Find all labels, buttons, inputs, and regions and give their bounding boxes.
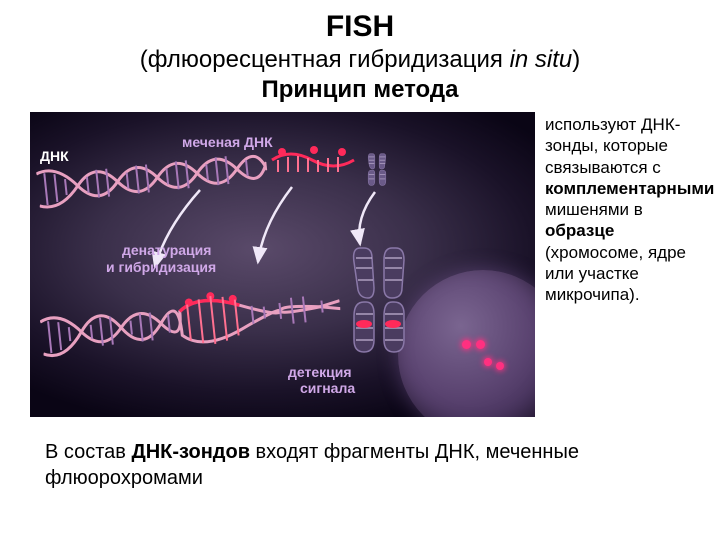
chromosome-large [346, 244, 412, 356]
signal-dot [484, 358, 492, 366]
signal-dot [476, 340, 485, 349]
desc-p1a: используют ДНК-зонды, которые связываютс… [545, 115, 680, 177]
desc-p1e: (хромосоме, ядре или участке микрочипа). [545, 243, 686, 305]
subtitle-part1: (флюоресцентная гибридизация [140, 46, 510, 73]
content-row: ДНК меченая ДНК денатурация и гибридизац… [0, 112, 720, 417]
page-subtitle2: Принцип метода [0, 76, 720, 104]
subtitle-italic: in situ [510, 46, 573, 73]
labeled-probe [268, 142, 358, 184]
label-denature: денатурация [122, 242, 211, 258]
label-labeled-dna: меченая ДНК [182, 134, 273, 150]
fish-diagram: ДНК меченая ДНК денатурация и гибридизац… [30, 112, 535, 417]
bottom-a: В состав [45, 441, 131, 463]
dna-top-strand [35, 138, 270, 218]
label-dnk: ДНК [40, 148, 69, 164]
description-text: используют ДНК-зонды, которые связываютс… [545, 112, 714, 417]
signal-dot [462, 340, 471, 349]
label-hybrid: и гибридизация [106, 259, 216, 275]
bottom-text: В состав ДНК-зондов входят фрагменты ДНК… [45, 439, 680, 491]
chromosome-small [365, 151, 389, 186]
page-title: FISH [0, 10, 720, 44]
label-detection1: детекция [288, 364, 352, 380]
desc-p1c: мишенями в [545, 200, 643, 219]
label-detection2: сигнала [300, 380, 355, 396]
dna-bottom-strand [38, 271, 344, 378]
bottom-b: ДНК-зондов [131, 441, 250, 463]
page-subtitle: (флюоресцентная гибридизация in situ) [0, 46, 720, 74]
subtitle-part2: ) [572, 46, 580, 73]
desc-p1b: комплементарными [545, 179, 714, 198]
signal-dot [496, 362, 504, 370]
desc-p1d: образце [545, 221, 614, 240]
